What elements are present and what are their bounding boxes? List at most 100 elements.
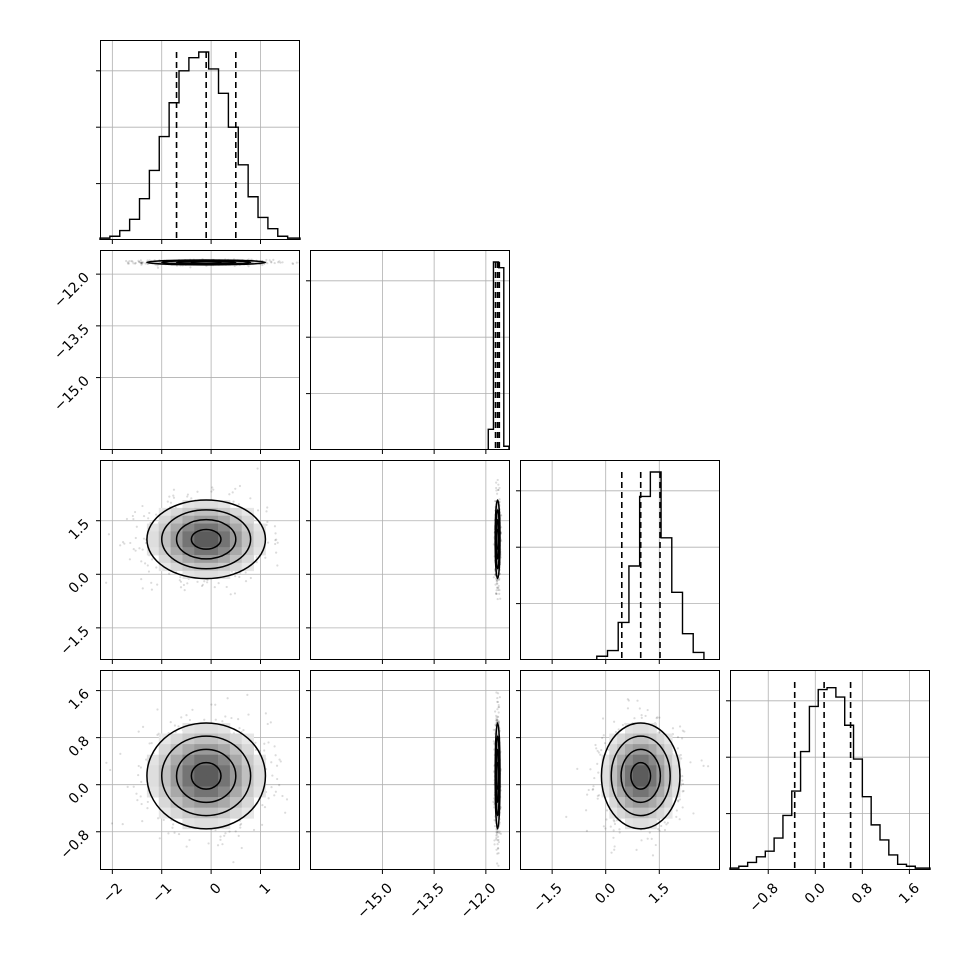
x-tick-label: 0.0 bbox=[592, 880, 619, 907]
density-cell bbox=[497, 570, 498, 579]
scatter-point bbox=[650, 837, 653, 840]
y-tick-label: −15.0 bbox=[51, 373, 93, 415]
y-tick-label: 0.0 bbox=[66, 780, 93, 807]
scatter-point bbox=[640, 839, 643, 842]
panel-background bbox=[310, 250, 510, 450]
scatter-point bbox=[295, 261, 298, 264]
scatter-point bbox=[147, 570, 151, 573]
density-cell bbox=[648, 786, 657, 798]
density-cell bbox=[182, 539, 195, 548]
density-cell bbox=[146, 775, 160, 787]
density-cell bbox=[229, 775, 243, 787]
contour-level bbox=[175, 748, 237, 804]
scatter-point bbox=[217, 582, 220, 585]
scatter-point bbox=[254, 748, 257, 752]
contour-level bbox=[620, 748, 662, 804]
panel-background bbox=[100, 40, 300, 240]
scatter-point bbox=[497, 588, 500, 592]
density-cell bbox=[170, 754, 183, 766]
scatter-point bbox=[255, 556, 258, 559]
contour-level bbox=[146, 499, 267, 580]
scatter-point bbox=[683, 730, 686, 733]
scatter-point bbox=[219, 835, 222, 838]
density-cell bbox=[253, 786, 266, 798]
density-cell bbox=[206, 765, 219, 777]
scatter-point bbox=[225, 585, 228, 589]
scatter-point bbox=[658, 829, 661, 832]
scatter-point bbox=[497, 706, 500, 709]
scatter-point bbox=[612, 829, 615, 832]
scatter-point bbox=[494, 583, 497, 586]
density-cell bbox=[218, 722, 231, 734]
density-cell bbox=[632, 722, 642, 734]
scatter-point bbox=[587, 788, 590, 792]
density-cell bbox=[625, 786, 634, 798]
x-tick-label: −13.5 bbox=[406, 880, 448, 922]
scatter-point bbox=[201, 583, 204, 586]
density-cell bbox=[194, 775, 207, 787]
scatter-point bbox=[146, 564, 149, 567]
scatter-point bbox=[274, 542, 277, 546]
scatter-point bbox=[260, 823, 264, 826]
density-cell bbox=[497, 765, 498, 777]
density-cell bbox=[656, 807, 665, 819]
density-cell bbox=[170, 786, 183, 798]
panel-content bbox=[492, 691, 503, 870]
scatter-point bbox=[275, 551, 278, 554]
contour-level bbox=[160, 509, 252, 570]
scatter-point bbox=[495, 838, 498, 841]
scatter-point bbox=[626, 707, 630, 710]
scatter-point bbox=[613, 820, 616, 823]
scatter-point bbox=[271, 774, 274, 777]
scatter-point bbox=[499, 597, 502, 600]
scatter-point bbox=[135, 792, 138, 795]
scatter-point bbox=[636, 699, 639, 702]
scatter-point bbox=[618, 828, 621, 831]
panel-background bbox=[730, 670, 930, 870]
scatter-point bbox=[134, 261, 137, 265]
density-cell bbox=[229, 807, 243, 819]
scatter-point bbox=[498, 498, 501, 501]
contour-level bbox=[190, 761, 222, 790]
scatter-point bbox=[274, 532, 277, 535]
scatter-point bbox=[498, 832, 501, 835]
panel-background bbox=[310, 460, 510, 660]
scatter-point bbox=[121, 823, 124, 826]
panel-border bbox=[310, 670, 510, 870]
scatter-point bbox=[137, 773, 140, 777]
scatter-point bbox=[278, 758, 281, 761]
density-cell bbox=[241, 765, 254, 777]
scatter-point bbox=[237, 503, 240, 506]
scatter-point bbox=[148, 742, 151, 745]
density-cell bbox=[194, 818, 207, 830]
density-cell bbox=[497, 500, 499, 509]
density-cell bbox=[640, 754, 649, 766]
scatter-point bbox=[224, 832, 227, 835]
x-tick-label: −1.5 bbox=[530, 880, 565, 915]
scatter-point bbox=[494, 719, 497, 722]
scatter-point bbox=[131, 514, 134, 518]
scatter-point bbox=[210, 703, 213, 706]
scatter-point bbox=[134, 549, 137, 552]
scatter-point bbox=[496, 478, 499, 482]
scatter-point bbox=[275, 764, 279, 767]
scatter-point bbox=[267, 741, 270, 744]
scatter-point bbox=[496, 718, 499, 722]
x-tick-label: 1.6 bbox=[896, 880, 923, 907]
density-cell bbox=[632, 818, 642, 830]
scatter-point bbox=[265, 258, 268, 262]
scatter-point bbox=[682, 789, 685, 793]
scatter-point bbox=[601, 717, 605, 720]
x-tick-label: −15.0 bbox=[354, 880, 396, 922]
scatter-point bbox=[132, 262, 135, 265]
scatter-point bbox=[604, 827, 607, 830]
density-cell bbox=[601, 754, 610, 766]
scatter-point bbox=[173, 724, 177, 727]
scatter-point bbox=[292, 262, 295, 265]
scatter-point bbox=[640, 716, 643, 719]
scatter-point bbox=[180, 716, 183, 719]
scatter-point bbox=[638, 707, 641, 710]
scatter-point bbox=[492, 728, 495, 731]
density-cell bbox=[253, 531, 266, 540]
scatter-point bbox=[493, 825, 497, 828]
